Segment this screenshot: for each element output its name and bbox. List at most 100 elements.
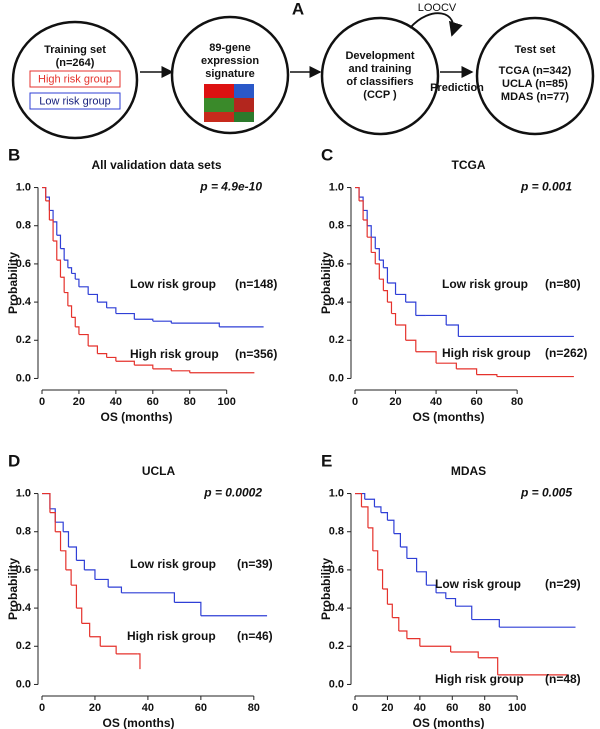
y-tick-label: 0.2 — [16, 640, 31, 652]
group-n: (n=46) — [237, 629, 273, 643]
x-tick-label: 100 — [217, 396, 235, 408]
km-step — [68, 546, 78, 561]
y-tick-label: 1.0 — [329, 181, 344, 193]
km-step — [392, 617, 400, 631]
km-step — [375, 248, 380, 261]
km-step — [406, 638, 421, 647]
loop-label: LOOCV — [418, 2, 457, 14]
p-value: p = 0.005 — [520, 486, 572, 500]
km-step — [455, 605, 473, 620]
x-tick-label: 40 — [142, 702, 154, 714]
km-step — [371, 236, 376, 249]
panel-letter: A — [292, 0, 304, 18]
x-tick-label: 60 — [147, 396, 159, 408]
km-step — [375, 263, 380, 280]
km-step — [374, 506, 382, 513]
km-step — [78, 286, 89, 295]
km-step — [371, 251, 376, 264]
km-step — [55, 531, 62, 551]
km-step — [171, 370, 191, 373]
km-step — [364, 498, 376, 507]
km-step — [152, 368, 172, 371]
km-step — [106, 307, 117, 314]
km-step — [88, 345, 99, 354]
km-step — [56, 259, 62, 278]
y-tick-label: 0.8 — [16, 526, 31, 538]
km-step — [60, 248, 65, 261]
heatmap — [204, 84, 254, 122]
km-step — [97, 353, 108, 358]
km-step — [42, 492, 51, 509]
y-tick-label: 0.8 — [329, 526, 344, 538]
km-step — [387, 301, 393, 314]
km-step — [71, 272, 76, 280]
group-label: High risk group — [435, 672, 524, 686]
node-text: expression — [201, 55, 259, 67]
km-step — [49, 219, 54, 241]
km-step — [67, 267, 73, 274]
km-step — [63, 531, 70, 547]
y-tick-label: 1.0 — [16, 487, 31, 499]
km-step — [446, 324, 459, 337]
km-step — [75, 278, 80, 287]
km-step — [436, 592, 447, 599]
km-step — [88, 293, 99, 303]
km-step — [372, 550, 379, 570]
km-step — [367, 527, 374, 551]
node-text: Development — [345, 50, 414, 62]
x-tick-label: 20 — [89, 702, 101, 714]
km-step — [387, 519, 395, 534]
x-tick-label: 60 — [470, 396, 482, 408]
group-label: Low risk group — [442, 277, 528, 291]
x-tick-label: 80 — [248, 702, 260, 714]
group-n: (n=29) — [545, 577, 581, 591]
x-tick-label: 80 — [511, 396, 523, 408]
y-tick-label: 0.8 — [16, 220, 31, 232]
km-step — [89, 636, 101, 647]
y-tick-label: 0.6 — [16, 258, 31, 270]
chart-title: MDAS — [451, 464, 486, 478]
km-step — [387, 282, 397, 295]
km-step — [405, 339, 417, 352]
km-step — [379, 259, 384, 268]
km-step — [53, 240, 58, 261]
x-tick-label: 0 — [39, 396, 45, 408]
group-n: (n=262) — [545, 346, 587, 360]
km-step — [383, 267, 389, 283]
node — [475, 16, 595, 136]
km-step — [49, 209, 54, 222]
km-step — [55, 521, 64, 532]
km-step — [75, 326, 80, 335]
node-text: of classifiers — [346, 76, 413, 88]
loop-arrow — [409, 12, 463, 37]
y-tick-label: 1.0 — [329, 487, 344, 499]
km-step — [367, 236, 372, 253]
km-step — [359, 200, 364, 220]
box-text: High risk group — [38, 73, 112, 85]
km-step — [71, 584, 78, 609]
x-tick-label: 20 — [73, 396, 85, 408]
km-step — [415, 351, 437, 364]
y-tick-label: 0.0 — [16, 678, 31, 690]
x-tick-label: 60 — [195, 702, 207, 714]
km-step — [65, 569, 72, 586]
km-step — [355, 186, 360, 201]
node-text: (CCP ) — [363, 89, 397, 101]
p-value: p = 0.0002 — [203, 486, 262, 500]
group-label: Low risk group — [435, 577, 521, 591]
x-tick-label: 20 — [381, 702, 393, 714]
km-step — [355, 492, 363, 507]
x-tick-label: 100 — [508, 702, 526, 714]
km-step — [100, 645, 117, 654]
km-step — [76, 607, 83, 624]
y-tick-label: 0.6 — [329, 258, 344, 270]
km-step — [45, 200, 50, 220]
group-n: (n=80) — [545, 277, 581, 291]
node-text: and training — [349, 63, 412, 75]
panel-letter: E — [321, 451, 332, 470]
km-step — [382, 588, 389, 605]
km-step — [81, 622, 91, 637]
y-tick-label: 0.4 — [329, 296, 345, 308]
p-value: p = 0.001 — [520, 180, 572, 194]
km-step — [361, 506, 369, 528]
